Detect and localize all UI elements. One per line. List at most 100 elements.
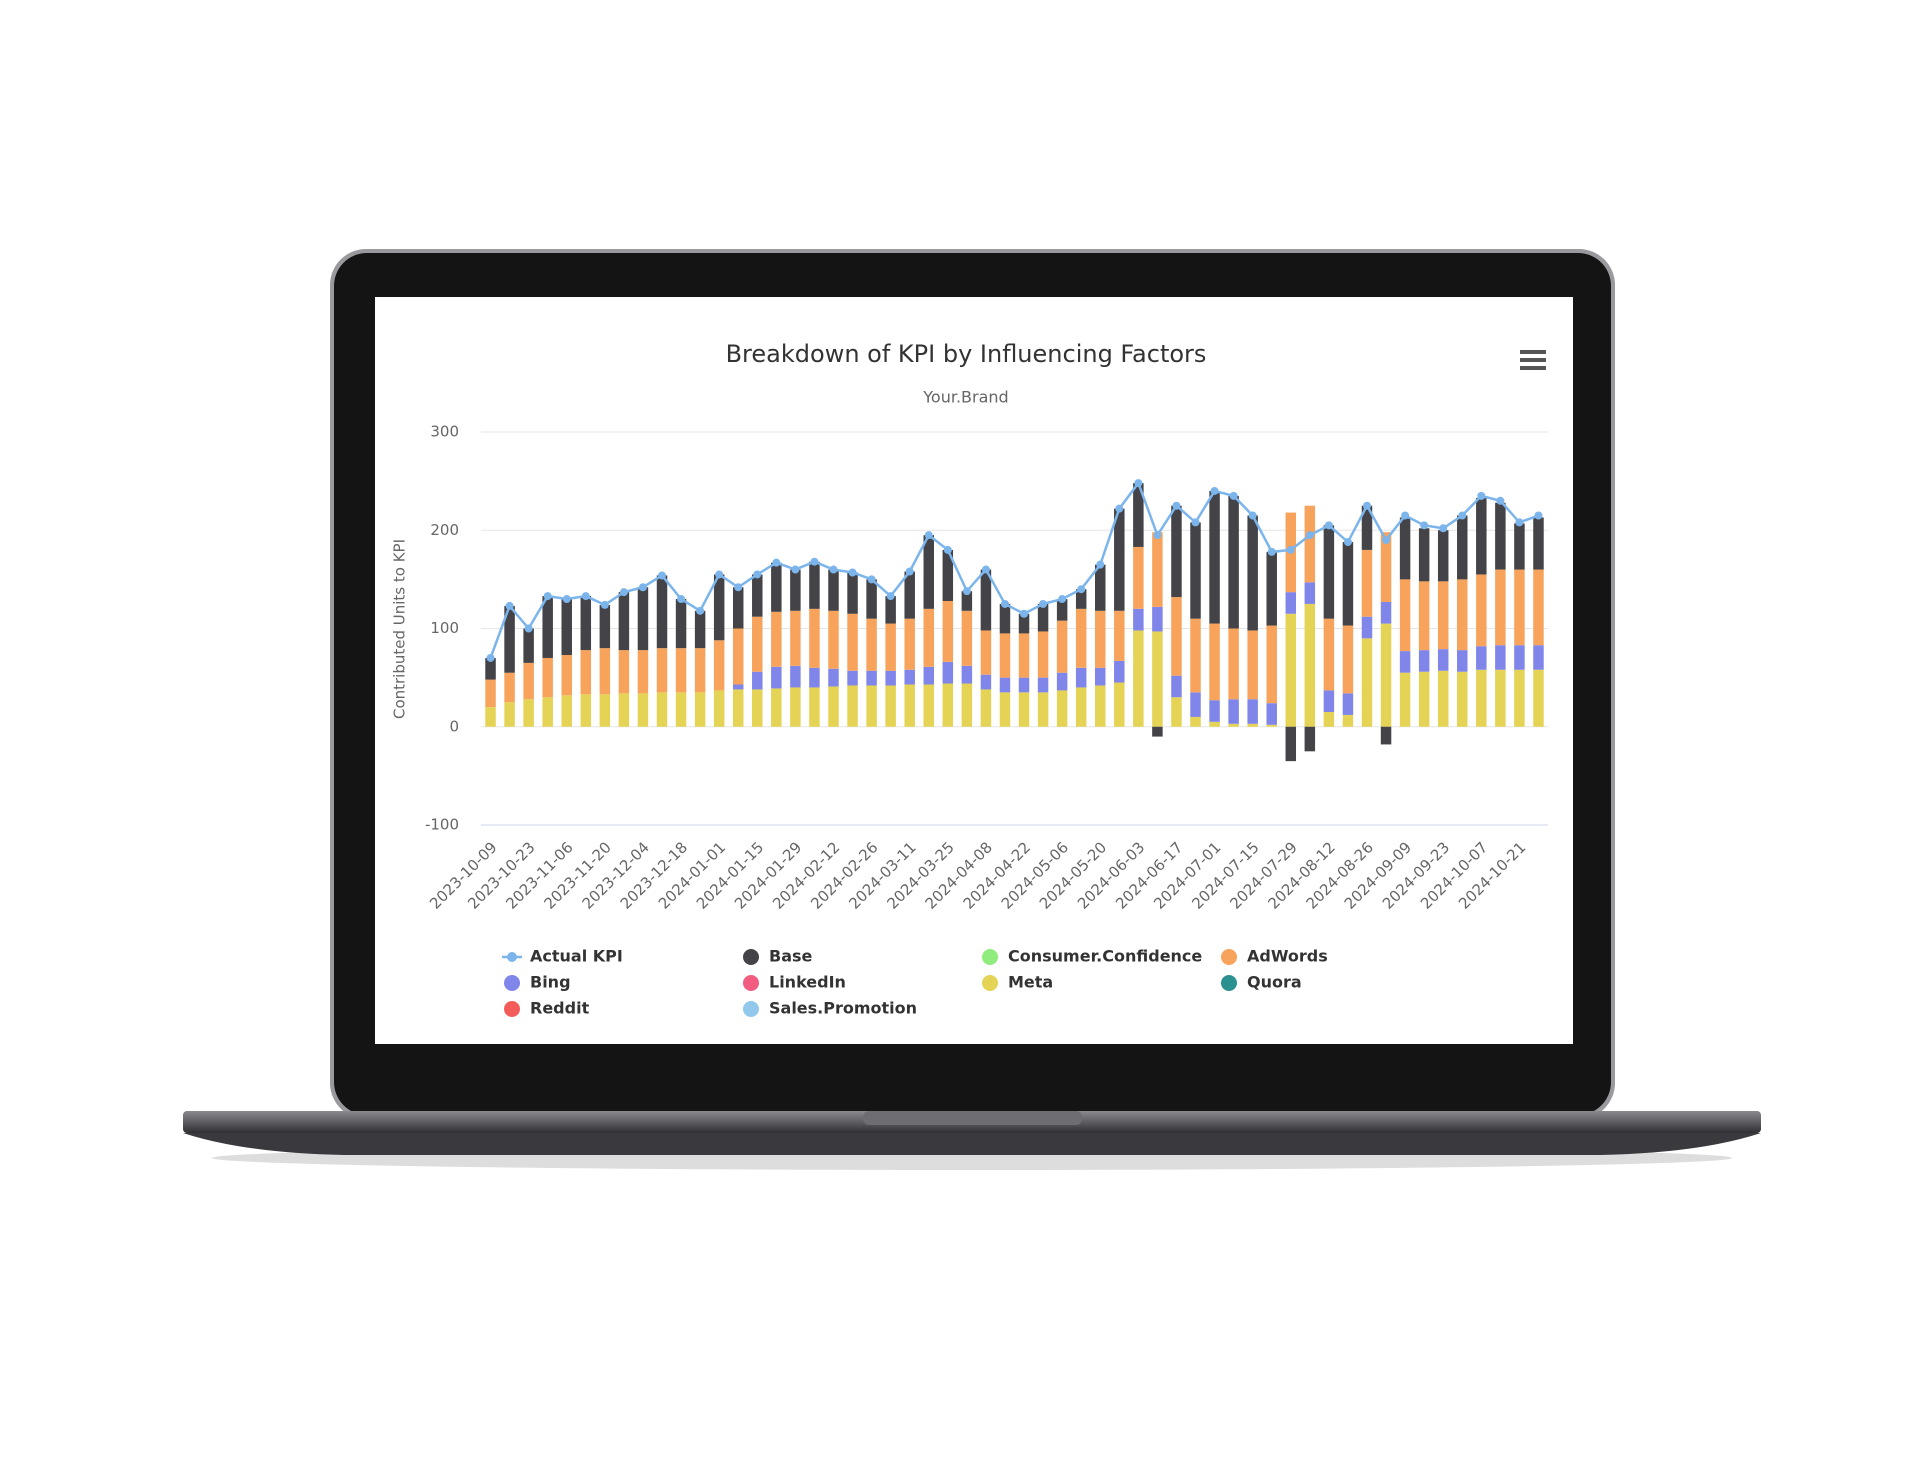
legend-item[interactable]: Quora <box>1221 973 1302 992</box>
bar-segment <box>1190 692 1201 717</box>
bar-segment <box>1514 645 1525 670</box>
legend-label: Quora <box>1247 973 1302 992</box>
bar-segment <box>1285 726 1297 762</box>
bar-segment <box>1228 495 1239 629</box>
bar-segment <box>485 679 496 708</box>
legend-label: Base <box>769 947 813 966</box>
bar-segment <box>866 685 877 727</box>
legend-item[interactable]: Base <box>743 947 813 966</box>
bar-segment <box>1037 692 1049 727</box>
bar-segment <box>1323 525 1335 619</box>
bar-segment <box>1037 631 1049 678</box>
kpi-marker <box>1420 521 1429 530</box>
bar-segment <box>1152 726 1163 737</box>
bar-segment <box>1152 532 1163 607</box>
legend-item[interactable]: Actual KPI <box>502 947 623 966</box>
bar-segment <box>599 694 611 727</box>
bar-segment <box>1323 618 1335 691</box>
legend-symbol <box>982 975 998 991</box>
bar-segment <box>885 623 896 671</box>
bar-segment <box>999 603 1011 634</box>
bar-segment <box>828 668 839 687</box>
legend-label: Meta <box>1008 973 1053 992</box>
bar-segment <box>485 657 496 680</box>
bar-segment <box>1209 623 1220 701</box>
kpi-marker <box>772 558 781 567</box>
menu-bar[interactable] <box>1520 366 1546 370</box>
bar-segment <box>1133 546 1144 609</box>
bar-segment <box>1209 700 1220 722</box>
legend-symbol <box>504 975 520 991</box>
bar-segment <box>923 666 934 685</box>
menu-button[interactable] <box>1520 350 1546 370</box>
bar-segment <box>1247 630 1258 700</box>
legend-label: Reddit <box>530 999 590 1018</box>
bar-segment <box>713 640 725 691</box>
legend-symbol <box>1221 975 1237 991</box>
kpi-marker <box>1477 491 1486 500</box>
bar-segment <box>847 572 858 614</box>
kpi-marker <box>1267 547 1276 556</box>
bar-segment <box>847 613 858 671</box>
legend-item[interactable]: Sales.Promotion <box>743 999 917 1018</box>
legend-label: AdWords <box>1247 947 1328 966</box>
bar-segment <box>1209 721 1220 727</box>
kpi-marker <box>753 570 762 579</box>
bar-segment <box>1247 723 1258 727</box>
kpi-marker <box>638 583 647 592</box>
y-tick-label: 200 <box>430 521 459 539</box>
legend-label: Bing <box>530 973 571 992</box>
chart-subtitle: Your.Brand <box>922 388 1008 407</box>
bar-segment <box>1152 606 1163 632</box>
kpi-marker <box>962 587 971 596</box>
bar-segment <box>961 665 973 684</box>
bar-segment <box>1114 660 1125 683</box>
legend-item[interactable]: Bing <box>504 973 571 992</box>
bar-segment <box>1304 726 1316 752</box>
bar-segment <box>1171 597 1182 676</box>
bar-segment <box>771 666 782 689</box>
bar-segment <box>1342 693 1354 715</box>
bar-segment <box>1285 613 1297 727</box>
menu-bar[interactable] <box>1520 358 1546 362</box>
bar-segment <box>1209 490 1220 624</box>
bar-segment <box>1247 699 1258 724</box>
kpi-marker <box>1401 511 1410 520</box>
bar-segment <box>637 650 649 694</box>
bar-segment <box>1190 522 1201 619</box>
bar-segment <box>656 648 668 693</box>
kpi-marker <box>1362 501 1371 510</box>
legend-symbol <box>982 949 998 965</box>
legend-item[interactable]: LinkedIn <box>743 973 846 992</box>
bar-segment <box>732 689 744 727</box>
legend-item[interactable]: Consumer.Confidence <box>982 947 1202 966</box>
legend-item[interactable]: Reddit <box>504 999 590 1018</box>
legend-symbol <box>1221 949 1237 965</box>
legend-symbol <box>507 952 517 962</box>
legend-item[interactable]: Meta <box>982 973 1053 992</box>
bar-segment <box>904 669 915 685</box>
bar-segment <box>1152 631 1163 727</box>
bar-segment <box>847 670 858 686</box>
bar-segment <box>561 695 572 727</box>
menu-bar[interactable] <box>1520 350 1546 354</box>
bar-segment <box>1361 638 1373 727</box>
bar-segment <box>1075 608 1087 668</box>
bar-segment <box>1437 581 1449 650</box>
bar-segment <box>1037 603 1049 632</box>
kpi-marker <box>1496 496 1505 505</box>
kpi-marker <box>1515 518 1524 527</box>
bar-segment <box>1457 579 1468 651</box>
legend-item[interactable]: AdWords <box>1221 947 1328 966</box>
kpi-marker <box>581 592 590 601</box>
bar-segment <box>752 689 763 727</box>
bar-segment <box>790 687 801 727</box>
kpi-marker <box>677 595 686 604</box>
kpi-marker <box>696 606 705 615</box>
bar-segment <box>866 579 877 619</box>
kpi-marker <box>1153 531 1162 540</box>
bar-segment <box>1533 645 1544 670</box>
bar-segment <box>885 670 896 686</box>
kpi-marker <box>829 565 838 574</box>
